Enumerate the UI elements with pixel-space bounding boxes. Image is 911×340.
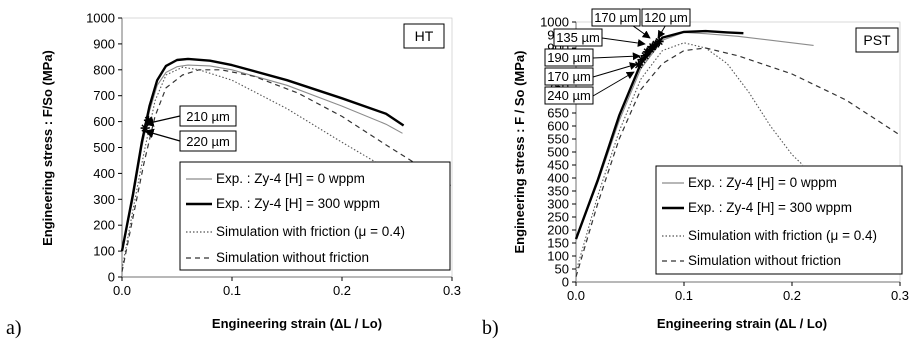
panel-b-y-tick-label: 1000: [540, 15, 569, 30]
panel-a-y-tick-label: 1000: [86, 11, 115, 26]
panel-a-series-line-1: [120, 57, 405, 252]
panel-a-series-line-2: [121, 66, 398, 270]
panel-b-y-tick-label: 0: [562, 275, 569, 290]
panel-b-x-tick-label: 0.2: [783, 288, 801, 303]
panel-a-y-tick-label: 600: [93, 114, 115, 129]
panel-a-x-tick-label: 0.0: [113, 283, 131, 298]
panel-a-x-tick-label: 0.3: [443, 283, 461, 298]
panel-a-y-axis-label: Engineering stress : F/So (MPa): [40, 50, 55, 246]
panel-b-tag-text: PST: [863, 32, 891, 48]
panel-b-y-tick-label: 300: [547, 197, 569, 212]
panel-b-y-tick-label: 100: [547, 249, 569, 264]
panel-b-legend-1: Exp. : Zy-4 [H] = 300 wppm: [688, 200, 852, 215]
panel-b-y-tick-label: 450: [547, 158, 569, 173]
panel-b-y-tick-label: 150: [547, 236, 569, 251]
panel-a-legend-0: Exp. : Zy-4 [H] = 0 wppm: [216, 171, 365, 186]
panel-a-legend: Exp. : Zy-4 [H] = 0 wppm Exp. : Zy-4 [H]…: [179, 161, 451, 271]
panel-b-label: b): [482, 317, 499, 339]
panel-b-x-tick-label: 0.0: [567, 288, 585, 303]
panel-b-annotation-135: 135 µm: [556, 30, 600, 45]
panel-a-legend-3: Simulation without friction: [216, 250, 369, 265]
panel-a-y-tick-label: 500: [93, 140, 115, 155]
panel-a-label: a): [6, 317, 22, 339]
panel-b-series-line-2: [575, 42, 804, 272]
panel-a-series-line-3: [121, 69, 453, 272]
panel-a-tag: HT: [403, 23, 445, 49]
panel-a-annotation-210-text: 210 µm: [186, 109, 230, 124]
panel-a-tag-text: HT: [415, 28, 434, 44]
panel-a-chart: 0 100 200 300 400 500 600 700 800 900 1000 0.0 0.1 0…: [6, 11, 461, 340]
panel-a-annotation-220: 220 µm: [144, 128, 237, 152]
panel-a-y-tick-label: 900: [93, 36, 115, 51]
panel-a-x-axis-label: Engineering strain (ΔL / Lo): [212, 316, 382, 331]
panel-a-x-tick-label: 0.1: [223, 283, 241, 298]
panel-a-x-tick-label: 0.2: [333, 283, 351, 298]
panel-b-y-tick-label: 650: [547, 106, 569, 121]
panel-b-x-tick-label: 0.3: [891, 288, 909, 303]
panel-a-y-tick-label: 700: [93, 88, 115, 103]
panel-a-y-tick-label: 300: [93, 192, 115, 207]
panel-a-annotation-210: 210 µm: [144, 105, 237, 127]
panel-b-tag: PST: [855, 27, 899, 53]
panel-b-legend: Exp. : Zy-4 [H] = 0 wppm Exp. : Zy-4 [H]…: [655, 165, 903, 275]
panel-b-annotation-120: 120 µm: [644, 10, 688, 25]
panel-b-y-tick-label: 500: [547, 145, 569, 160]
panel-a-annotation-220-text: 220 µm: [186, 134, 230, 149]
panel-b-legend-0: Exp. : Zy-4 [H] = 0 wppm: [688, 175, 837, 190]
panel-b-y-tick-label: 50: [555, 262, 569, 277]
panel-a-legend-2: Simulation with friction (μ = 0.4): [216, 224, 405, 239]
panel-b-series-line-3: [575, 47, 901, 277]
panel-b-legend-3: Simulation without friction: [688, 253, 841, 268]
panel-b-x-axis-label: Engineering strain (ΔL / Lo): [657, 316, 827, 331]
panel-b-annotations: 170 µm 120 µm 135 µm 190 µm 170 µm 240 µ…: [544, 8, 691, 105]
panel-a-y-tick-label: 200: [93, 218, 115, 233]
panel-b-chart: 0501001502002503003504004505005506006507…: [482, 8, 909, 339]
panel-b-x-tick-label: 0.1: [675, 288, 693, 303]
panel-b-y-tick-label: 400: [547, 171, 569, 186]
panel-b-annotation-190: 190 µm: [547, 50, 591, 65]
panel-b-y-tick-label: 350: [547, 184, 569, 199]
panel-b-annotation-170-bottom: 170 µm: [547, 69, 591, 84]
panel-a-y-tick-label: 800: [93, 62, 115, 77]
panel-b-annotation-170-top: 170 µm: [594, 10, 638, 25]
panel-b-y-tick-label: 600: [547, 119, 569, 134]
panel-b-legend-2: Simulation with friction (μ = 0.4): [688, 228, 877, 243]
panel-b-y-tick-label: 200: [547, 223, 569, 238]
panel-b-y-tick-label: 550: [547, 132, 569, 147]
panel-a-legend-1: Exp. : Zy-4 [H] = 300 wppm: [216, 196, 380, 211]
panel-b-y-axis-label: Engineering stress : F / So (MPa): [512, 51, 527, 254]
panel-a-y-tick-label: 0: [108, 270, 115, 285]
panel-a-y-tick-label: 400: [93, 166, 115, 181]
panel-b-y-tick-label: 250: [547, 210, 569, 225]
panel-b-annotation-240: 240 µm: [547, 88, 591, 103]
panel-a-y-tick-label: 100: [93, 244, 115, 259]
